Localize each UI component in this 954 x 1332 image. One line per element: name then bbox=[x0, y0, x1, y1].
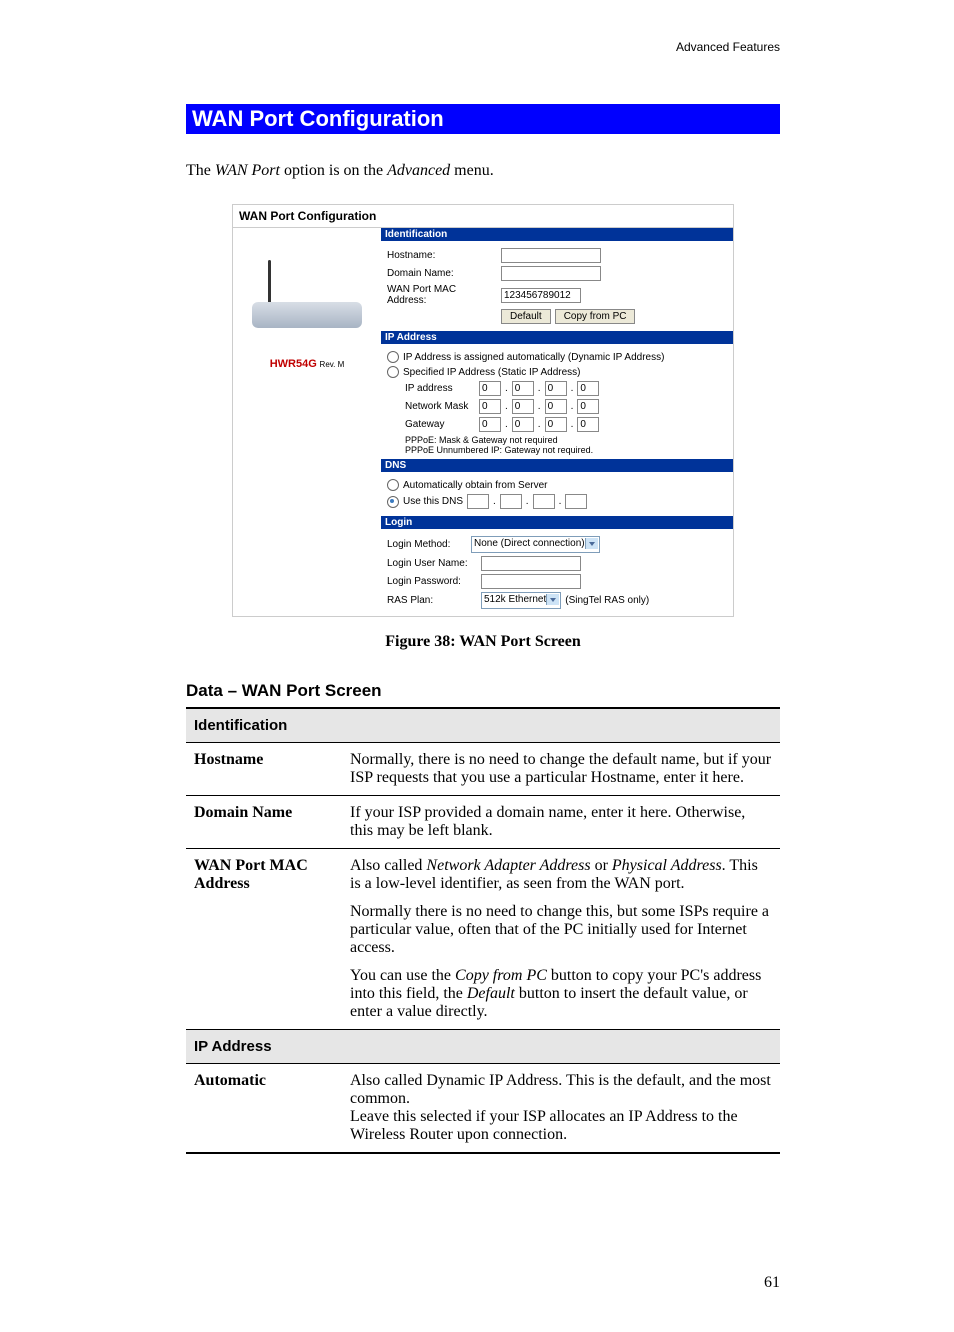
dns-octet-4[interactable] bbox=[565, 494, 587, 509]
data-section-heading: Data – WAN Port Screen bbox=[186, 681, 780, 701]
row-hostname-label: Hostname bbox=[186, 743, 342, 796]
r3p3b: Copy from PC bbox=[455, 967, 547, 984]
ip-octet-2[interactable]: 0 bbox=[512, 381, 534, 396]
dns-octet-1[interactable] bbox=[467, 494, 489, 509]
ip-address-header: IP Address bbox=[381, 331, 733, 344]
ip-octet-1[interactable]: 0 bbox=[479, 381, 501, 396]
router-model-suffix: Rev. M bbox=[320, 360, 345, 369]
table-section-ip-address: IP Address bbox=[186, 1030, 780, 1064]
wan-port-screenshot: WAN Port Configuration HWR54G Rev. M Ide… bbox=[232, 204, 734, 617]
dns-header: DNS bbox=[381, 459, 733, 472]
hostname-label: Hostname: bbox=[387, 250, 497, 261]
ras-plan-suffix: (SingTel RAS only) bbox=[565, 595, 649, 606]
dns-octet-2[interactable] bbox=[500, 494, 522, 509]
network-mask-label: Network Mask bbox=[405, 401, 475, 412]
r3p1b: Network Adapter Address bbox=[426, 857, 590, 874]
dynamic-ip-radio[interactable] bbox=[387, 351, 399, 363]
intro-b: WAN Port bbox=[215, 162, 280, 179]
ip-octet-4[interactable]: 0 bbox=[577, 381, 599, 396]
login-password-input[interactable] bbox=[481, 574, 581, 589]
mask-octet-3[interactable]: 0 bbox=[545, 399, 567, 414]
mac-address-input[interactable]: 123456789012 bbox=[501, 288, 581, 303]
table-section-identification: Identification bbox=[186, 708, 780, 743]
mask-octet-2[interactable]: 0 bbox=[512, 399, 534, 414]
running-head: Advanced Features bbox=[186, 40, 780, 54]
dns-auto-label: Automatically obtain from Server bbox=[403, 480, 548, 491]
mask-octet-1[interactable]: 0 bbox=[479, 399, 501, 414]
r3p3d: Default bbox=[467, 985, 515, 1002]
login-username-label: Login User Name: bbox=[387, 558, 477, 569]
r3p2: Normally there is no need to change this… bbox=[350, 903, 772, 957]
section-title-bar: WAN Port Configuration bbox=[186, 104, 780, 134]
r3p1d: Physical Address bbox=[612, 857, 722, 874]
mask-octet-4[interactable]: 0 bbox=[577, 399, 599, 414]
dns-use-radio[interactable] bbox=[387, 496, 399, 508]
pppoe-note-1: PPPoE: Mask & Gateway not required bbox=[405, 435, 727, 445]
intro-d: Advanced bbox=[387, 162, 450, 179]
intro-a: The bbox=[186, 162, 215, 179]
identification-header: Identification bbox=[381, 228, 733, 241]
intro-sentence: The WAN Port option is on the Advanced m… bbox=[186, 162, 780, 180]
row-mac-label: WAN Port MAC Address bbox=[186, 849, 342, 1030]
mac-address-label: WAN Port MAC Address: bbox=[387, 284, 497, 306]
dns-use-label: Use this DNS bbox=[403, 496, 463, 507]
gw-octet-1[interactable]: 0 bbox=[479, 417, 501, 432]
row-domain-desc: If your ISP provided a domain name, ente… bbox=[342, 796, 780, 849]
gw-octet-2[interactable]: 0 bbox=[512, 417, 534, 432]
dns-octet-3[interactable] bbox=[533, 494, 555, 509]
hostname-input[interactable] bbox=[501, 248, 601, 263]
gw-octet-4[interactable]: 0 bbox=[577, 417, 599, 432]
login-password-label: Login Password: bbox=[387, 576, 477, 587]
r3p1c: or bbox=[591, 857, 612, 874]
row-hostname-desc: Normally, there is no need to change the… bbox=[342, 743, 780, 796]
login-method-label: Login Method: bbox=[387, 539, 467, 550]
router-model: HWR54G bbox=[270, 358, 317, 370]
intro-c: option is on the bbox=[280, 162, 387, 179]
login-header: Login bbox=[381, 516, 733, 529]
row-automatic-label: Automatic bbox=[186, 1064, 342, 1154]
router-image bbox=[252, 258, 362, 328]
pppoe-note-2: PPPoE Unnumbered IP: Gateway not require… bbox=[405, 445, 727, 455]
static-ip-label: Specified IP Address (Static IP Address) bbox=[403, 367, 581, 378]
domain-name-label: Domain Name: bbox=[387, 268, 497, 279]
copy-from-pc-button[interactable]: Copy from PC bbox=[555, 309, 636, 324]
ip-address-label: IP address bbox=[405, 383, 475, 394]
gateway-label: Gateway bbox=[405, 419, 475, 430]
dynamic-ip-label: IP Address is assigned automatically (Dy… bbox=[403, 352, 664, 363]
row-mac-desc: Also called Network Adapter Address or P… bbox=[342, 849, 780, 1030]
domain-name-input[interactable] bbox=[501, 266, 601, 281]
r3p1a: Also called bbox=[350, 857, 426, 874]
screenshot-title: WAN Port Configuration bbox=[233, 205, 733, 228]
figure-caption: Figure 38: WAN Port Screen bbox=[186, 633, 780, 651]
login-username-input[interactable] bbox=[481, 556, 581, 571]
gw-octet-3[interactable]: 0 bbox=[545, 417, 567, 432]
ip-octet-3[interactable]: 0 bbox=[545, 381, 567, 396]
ras-plan-label: RAS Plan: bbox=[387, 595, 477, 606]
static-ip-radio[interactable] bbox=[387, 366, 399, 378]
page-number: 61 bbox=[186, 1274, 780, 1292]
dns-auto-radio[interactable] bbox=[387, 479, 399, 491]
data-table: Identification Hostname Normally, there … bbox=[186, 707, 780, 1154]
login-method-select[interactable]: None (Direct connection) bbox=[471, 536, 600, 553]
r3p3a: You can use the bbox=[350, 967, 455, 984]
ras-plan-select[interactable]: 512k Ethernet bbox=[481, 592, 561, 609]
default-button[interactable]: Default bbox=[501, 309, 551, 324]
row-automatic-desc: Also called Dynamic IP Address. This is … bbox=[342, 1064, 780, 1154]
intro-e: menu. bbox=[450, 162, 494, 179]
row-domain-label: Domain Name bbox=[186, 796, 342, 849]
